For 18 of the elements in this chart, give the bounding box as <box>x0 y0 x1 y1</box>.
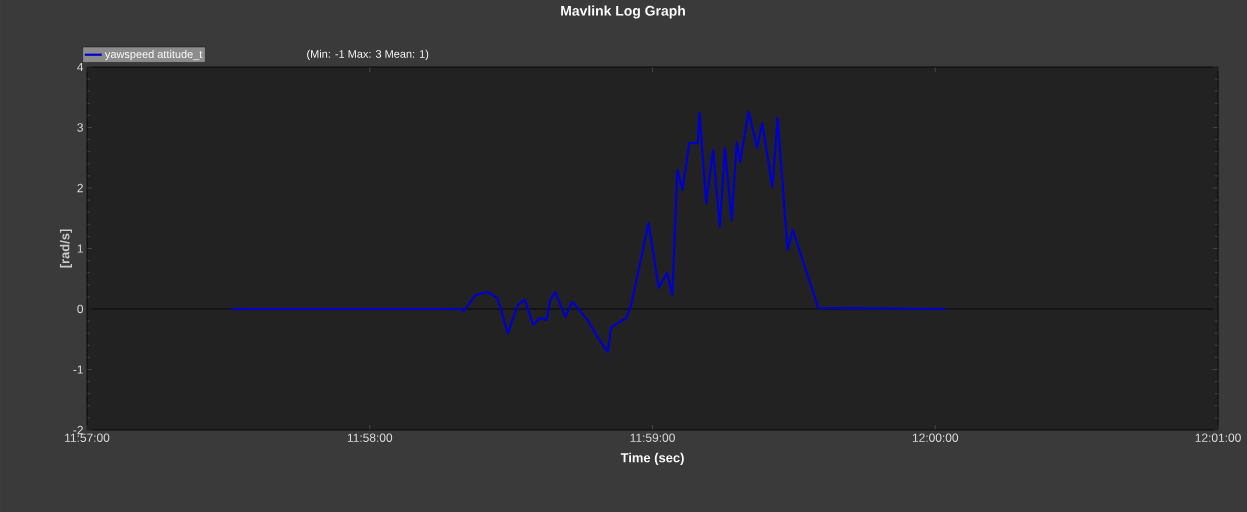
text: (Min: -1 Max: 3 Mean: 1) <box>307 49 429 60</box>
y-axis-title: [rad/s] <box>59 229 73 268</box>
x-tick-label: 12:01:00 <box>1195 433 1241 442</box>
y-tick-label: 4 <box>77 62 84 72</box>
y-tick-label: 2 <box>77 183 83 193</box>
x-tick-label: 11:58:00 <box>347 433 393 442</box>
x-tick-label: 12:00:00 <box>912 433 959 442</box>
x-tick-label: 11:57:00 <box>65 433 110 442</box>
y-tick-label: -2 <box>73 425 83 435</box>
line-series <box>230 110 947 354</box>
x-axis-title: Time (sec) <box>620 452 684 465</box>
x-tick-label: 11:59:00 <box>630 433 675 442</box>
legend-label: yawspeed attitude_t <box>104 50 203 61</box>
chart-title: Mavlink Log Graph <box>561 5 685 19</box>
y-tick-label: 0 <box>77 304 84 314</box>
y-tick-label: 1 <box>77 244 83 253</box>
y-tick-label: -1 <box>73 365 83 374</box>
y-tick-label: 3 <box>77 123 83 132</box>
